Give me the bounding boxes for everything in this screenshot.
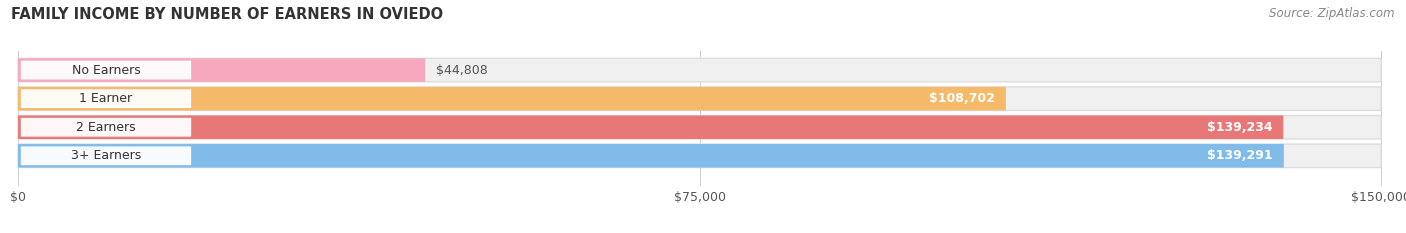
FancyBboxPatch shape <box>18 58 1381 82</box>
FancyBboxPatch shape <box>18 87 1381 110</box>
FancyBboxPatch shape <box>21 118 191 137</box>
Text: Source: ZipAtlas.com: Source: ZipAtlas.com <box>1270 7 1395 20</box>
Text: No Earners: No Earners <box>72 64 141 77</box>
Text: 2 Earners: 2 Earners <box>76 121 136 134</box>
FancyBboxPatch shape <box>21 89 191 108</box>
Text: 3+ Earners: 3+ Earners <box>70 149 141 162</box>
Text: FAMILY INCOME BY NUMBER OF EARNERS IN OVIEDO: FAMILY INCOME BY NUMBER OF EARNERS IN OV… <box>11 7 443 22</box>
FancyBboxPatch shape <box>18 144 1381 168</box>
Text: $139,291: $139,291 <box>1208 149 1272 162</box>
FancyBboxPatch shape <box>21 61 191 79</box>
FancyBboxPatch shape <box>18 116 1381 139</box>
FancyBboxPatch shape <box>18 116 1284 139</box>
Text: $139,234: $139,234 <box>1206 121 1272 134</box>
Text: $44,808: $44,808 <box>436 64 488 77</box>
Text: 1 Earner: 1 Earner <box>79 92 132 105</box>
FancyBboxPatch shape <box>18 87 1005 110</box>
Text: $108,702: $108,702 <box>929 92 995 105</box>
FancyBboxPatch shape <box>21 146 191 165</box>
FancyBboxPatch shape <box>18 58 425 82</box>
FancyBboxPatch shape <box>18 144 1284 168</box>
